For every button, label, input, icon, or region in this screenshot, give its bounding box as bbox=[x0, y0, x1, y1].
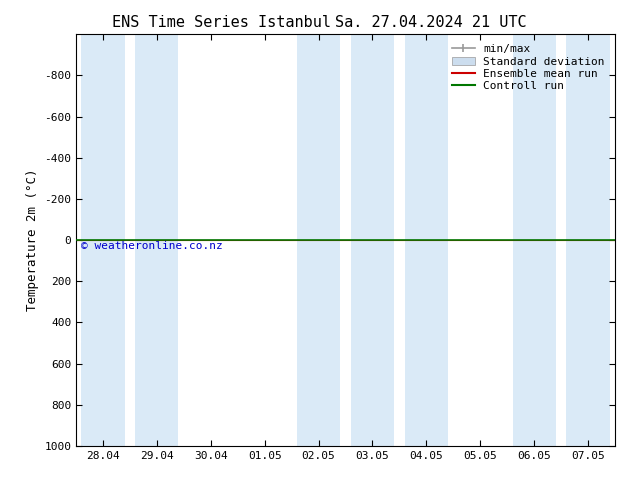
Bar bbox=[81, 34, 124, 446]
Text: ENS Time Series Istanbul: ENS Time Series Istanbul bbox=[112, 15, 332, 30]
Legend: min/max, Standard deviation, Ensemble mean run, Controll run: min/max, Standard deviation, Ensemble me… bbox=[448, 40, 609, 96]
Bar bbox=[567, 34, 610, 446]
Bar bbox=[512, 34, 555, 446]
Bar bbox=[297, 34, 340, 446]
Text: Sa. 27.04.2024 21 UTC: Sa. 27.04.2024 21 UTC bbox=[335, 15, 527, 30]
Bar bbox=[404, 34, 448, 446]
Text: © weatheronline.co.nz: © weatheronline.co.nz bbox=[81, 242, 223, 251]
Bar bbox=[136, 34, 179, 446]
Bar bbox=[351, 34, 394, 446]
Y-axis label: Temperature 2m (°C): Temperature 2m (°C) bbox=[25, 169, 39, 311]
